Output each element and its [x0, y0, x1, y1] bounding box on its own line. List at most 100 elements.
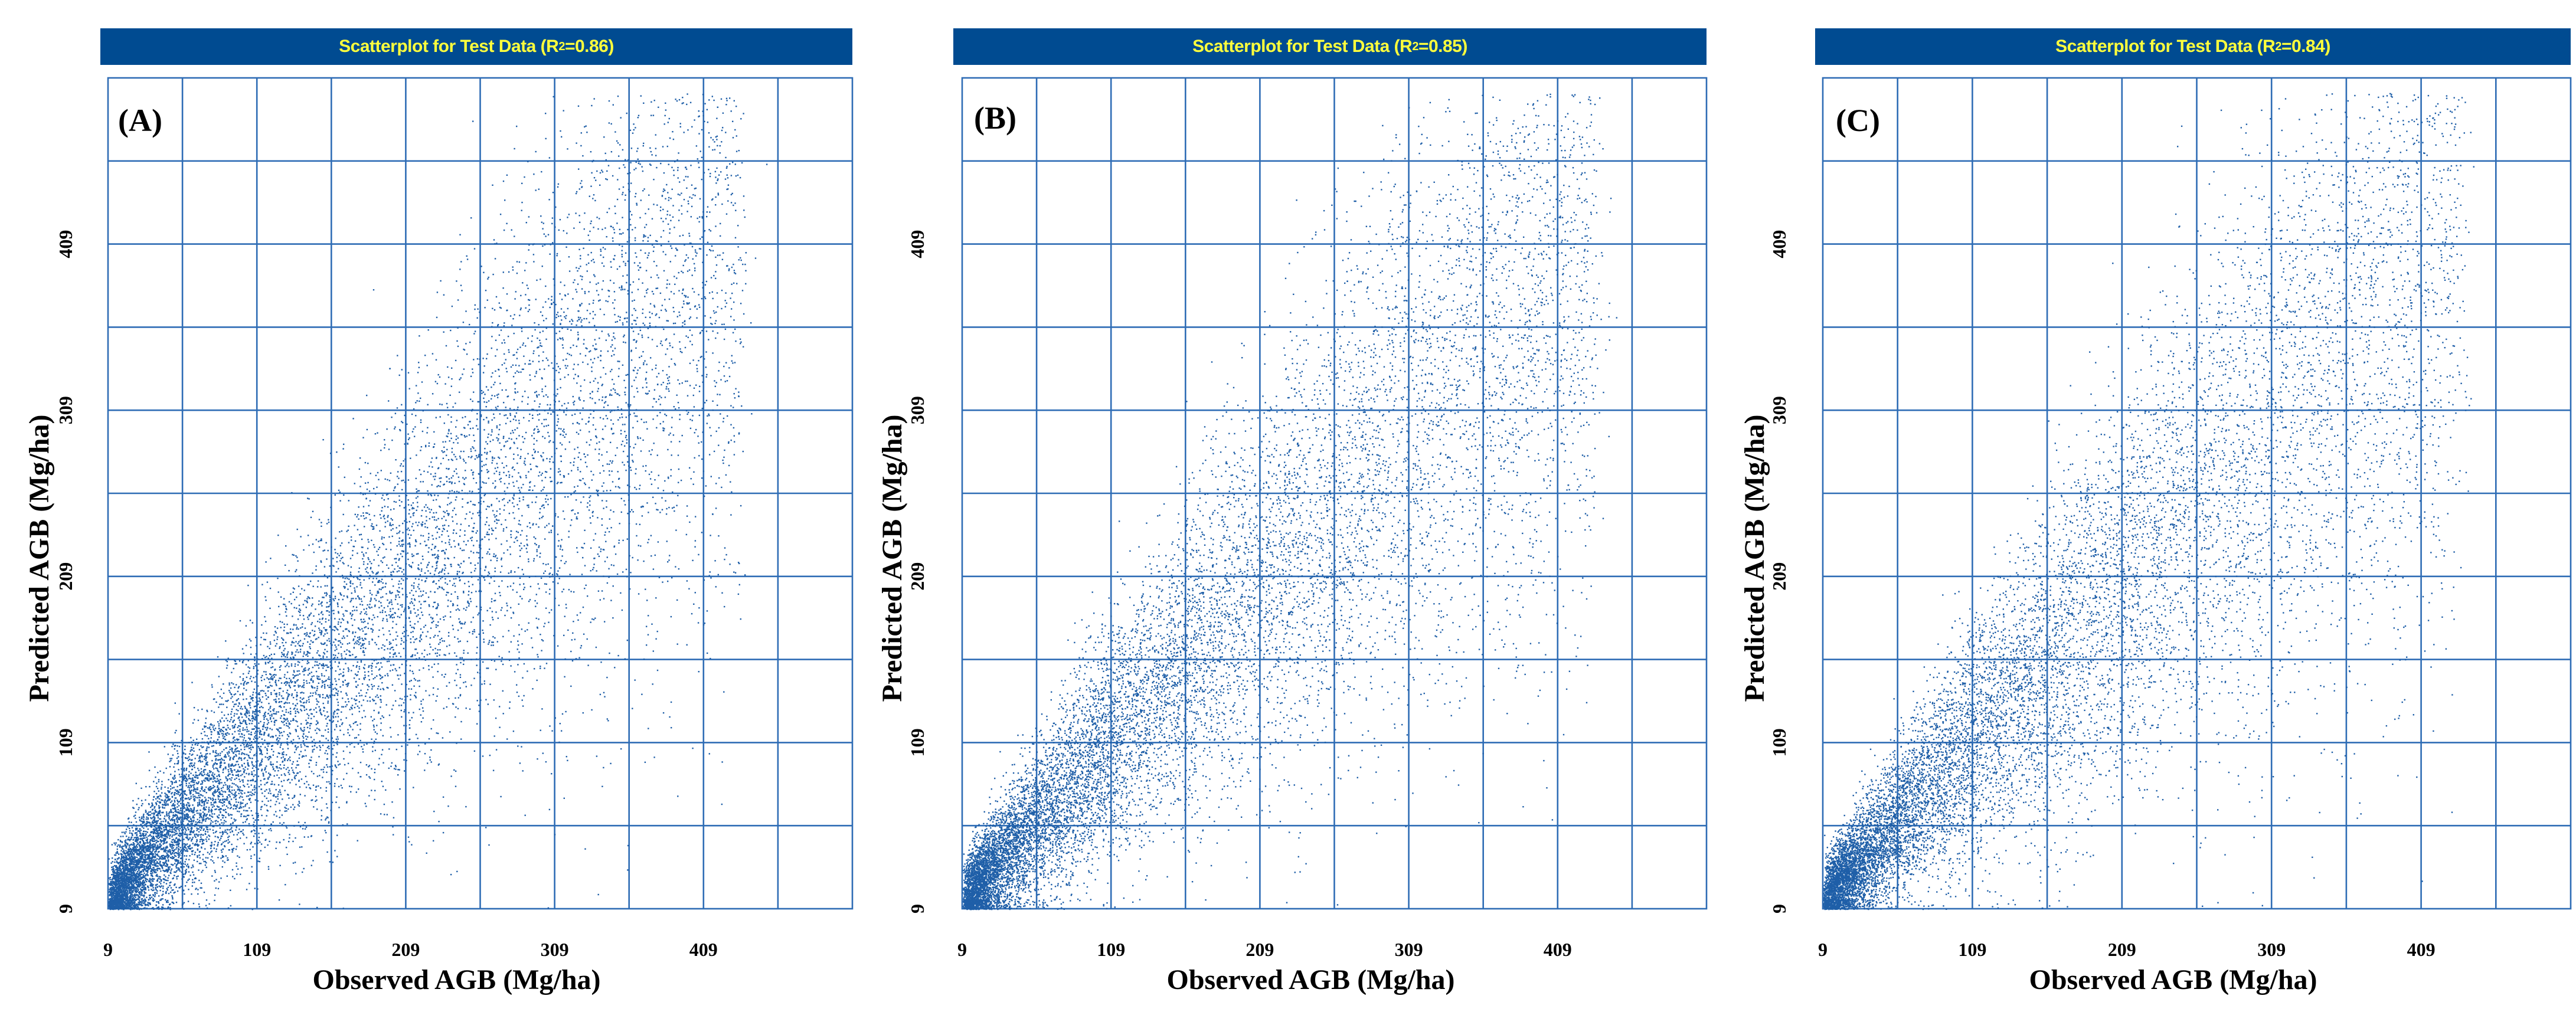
- data-point: [212, 860, 214, 862]
- data-point: [604, 531, 606, 533]
- data-point: [213, 847, 215, 849]
- data-point: [230, 697, 232, 699]
- data-point: [354, 587, 355, 589]
- data-point: [214, 790, 216, 792]
- data-point: [683, 179, 685, 181]
- data-point: [210, 778, 213, 780]
- data-point: [342, 619, 345, 621]
- data-point: [136, 837, 138, 839]
- data-point: [157, 835, 159, 837]
- data-point: [538, 361, 540, 362]
- data-point: [512, 497, 514, 499]
- data-point: [126, 865, 128, 867]
- data-point: [315, 723, 317, 725]
- data-point: [513, 441, 515, 443]
- data-point: [528, 309, 531, 310]
- data-point: [433, 431, 435, 433]
- data-point: [577, 619, 579, 621]
- data-point: [341, 706, 343, 708]
- data-point: [510, 536, 512, 538]
- data-point: [217, 787, 218, 788]
- data-point: [196, 827, 198, 829]
- data-point: [627, 484, 629, 486]
- data-point: [231, 786, 233, 788]
- data-point: [380, 602, 382, 604]
- data-point: [201, 754, 203, 756]
- data-point: [352, 550, 354, 552]
- data-point: [411, 670, 413, 672]
- data-point: [365, 571, 368, 573]
- data-point: [256, 702, 257, 703]
- data-point: [201, 843, 203, 845]
- data-point: [303, 743, 305, 745]
- data-point: [427, 404, 429, 405]
- data-point: [415, 539, 417, 541]
- data-point: [152, 838, 154, 840]
- data-point: [248, 798, 250, 800]
- data-point: [437, 603, 439, 605]
- data-point: [321, 819, 322, 821]
- data-point: [136, 904, 138, 906]
- data-point: [465, 543, 467, 546]
- data-point: [131, 895, 133, 898]
- data-point: [213, 787, 214, 789]
- data-point: [493, 239, 495, 241]
- data-point: [272, 764, 274, 765]
- data-point: [250, 702, 251, 703]
- data-point: [298, 641, 300, 643]
- data-point: [377, 471, 379, 474]
- data-point: [181, 804, 183, 807]
- data-point: [656, 415, 658, 417]
- data-point: [586, 466, 588, 467]
- data-point: [699, 356, 702, 358]
- data-point: [681, 293, 684, 294]
- data-point: [178, 843, 180, 846]
- data-point: [742, 263, 744, 266]
- data-point: [519, 545, 521, 547]
- data-point: [158, 781, 160, 782]
- data-point: [658, 474, 659, 476]
- data-point: [604, 373, 607, 375]
- data-point: [646, 393, 648, 395]
- data-point: [364, 671, 366, 673]
- data-point: [674, 161, 676, 162]
- data-point: [261, 680, 263, 682]
- data-point: [717, 106, 718, 108]
- data-point: [595, 329, 597, 331]
- data-point: [284, 648, 286, 650]
- data-point: [197, 810, 198, 811]
- data-point: [371, 639, 374, 641]
- data-point: [397, 589, 398, 592]
- data-point: [474, 458, 476, 460]
- data-point: [313, 739, 315, 741]
- data-point: [238, 790, 241, 792]
- data-point: [211, 850, 213, 852]
- data-point: [316, 664, 318, 666]
- data-point: [502, 499, 504, 501]
- data-point: [235, 829, 237, 831]
- data-point: [190, 786, 192, 788]
- data-point: [238, 797, 241, 799]
- data-point: [415, 649, 417, 650]
- data-point: [153, 889, 155, 891]
- data-point: [210, 733, 213, 735]
- data-point: [731, 283, 733, 285]
- data-point: [648, 539, 650, 541]
- data-point: [404, 624, 407, 626]
- data-point: [266, 748, 268, 750]
- data-point: [343, 585, 345, 588]
- data-point: [174, 834, 175, 836]
- data-point: [321, 685, 323, 687]
- data-point: [232, 876, 234, 877]
- data-point: [482, 661, 484, 663]
- data-point: [524, 176, 525, 178]
- data-point: [434, 479, 436, 480]
- data-point: [388, 641, 391, 643]
- data-point: [475, 482, 478, 484]
- data-point: [601, 518, 603, 520]
- data-point: [704, 402, 706, 404]
- data-point: [239, 807, 241, 809]
- data-point: [633, 123, 635, 125]
- data-point: [165, 879, 167, 882]
- data-point: [447, 376, 450, 378]
